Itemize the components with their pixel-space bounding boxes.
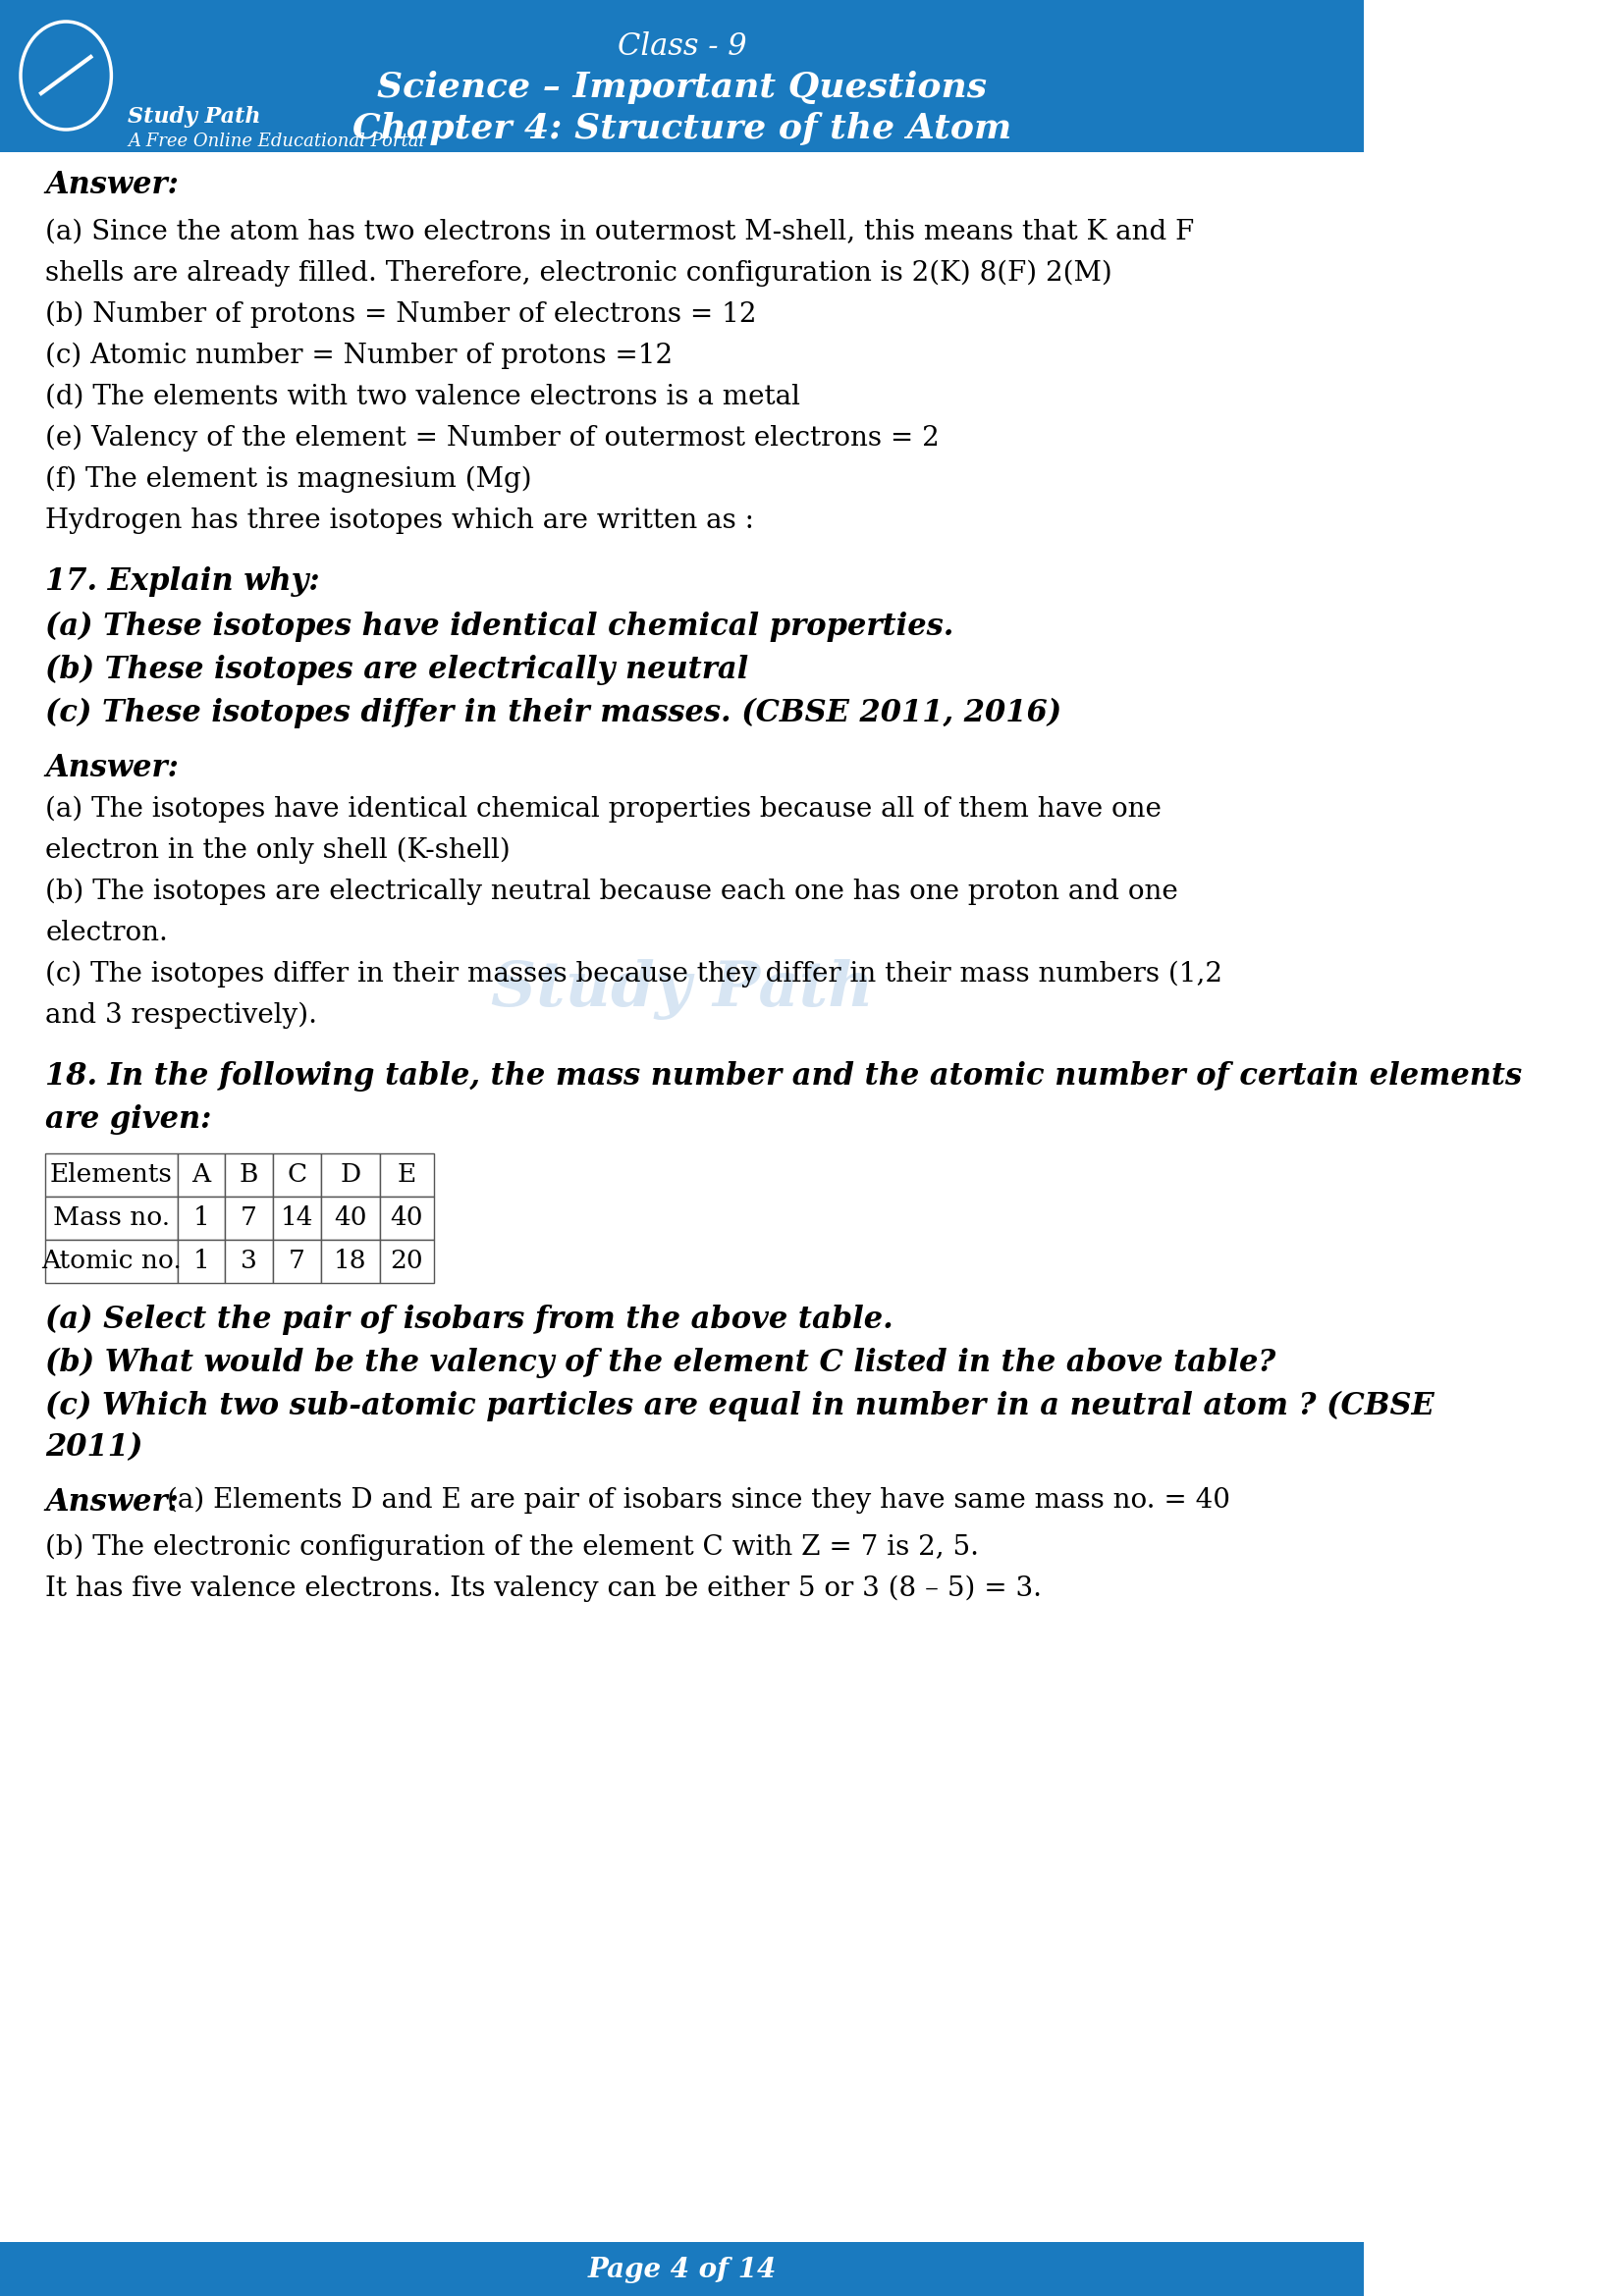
Bar [380,1196,434,1240]
Text: 40: 40 [390,1205,424,1231]
Text: Atomic no.: Atomic no. [41,1249,182,1274]
Bar [380,1153,434,1196]
Text: (a) Elements D and E are pair of isobars since they have same mass no. = 40: (a) Elements D and E are pair of isobars… [167,1488,1231,1513]
Text: (c) Which two sub-atomic particles are equal in number in a neutral atom ? (CBSE: (c) Which two sub-atomic particles are e… [45,1391,1434,1421]
Bar [226,1240,273,1283]
Bar [177,1153,226,1196]
Text: Class - 9: Class - 9 [617,32,747,62]
Text: Science – Important Questions: Science – Important Questions [377,71,987,103]
Text: Hydrogen has three isotopes which are written as :: Hydrogen has three isotopes which are wr… [45,507,754,535]
Text: electron in the only shell (K-shell): electron in the only shell (K-shell) [45,838,510,863]
Text: Mass no.: Mass no. [54,1205,171,1231]
Text: 7: 7 [289,1249,305,1274]
Bar [273,1240,322,1283]
Text: Answer:: Answer: [45,753,179,783]
Text: Answer:: Answer: [45,1488,179,1518]
Text: (c) Atomic number = Number of protons =12: (c) Atomic number = Number of protons =1… [45,342,672,370]
Bar [322,1153,380,1196]
Bar [45,1196,177,1240]
Text: A: A [192,1162,211,1187]
Text: (d) The elements with two valence electrons is a metal: (d) The elements with two valence electr… [45,383,801,411]
Text: shells are already filled. Therefore, electronic configuration is 2(K) 8(F) 2(M): shells are already filled. Therefore, el… [45,259,1112,287]
Text: and 3 respectively).: and 3 respectively). [45,1003,317,1029]
Bar [380,1240,434,1283]
FancyBboxPatch shape [0,0,1364,152]
Text: Study Path: Study Path [128,106,261,129]
Text: (a) The isotopes have identical chemical properties because all of them have one: (a) The isotopes have identical chemical… [45,797,1161,822]
Text: C: C [287,1162,307,1187]
Bar [226,1196,273,1240]
Text: (b) The electronic configuration of the element C with Z = 7 is 2, 5.: (b) The electronic configuration of the … [45,1534,979,1561]
Text: (b) These isotopes are electrically neutral: (b) These isotopes are electrically neut… [45,654,749,687]
Text: 1: 1 [193,1205,209,1231]
Text: 40: 40 [335,1205,367,1231]
Text: 3: 3 [240,1249,257,1274]
Text: E: E [398,1162,416,1187]
Text: 14: 14 [281,1205,313,1231]
Text: 17. Explain why:: 17. Explain why: [45,567,320,597]
Text: (f) The element is magnesium (Mg): (f) The element is magnesium (Mg) [45,466,533,494]
Text: Study Path: Study Path [490,960,874,1019]
Bar [322,1240,380,1283]
Bar [322,1196,380,1240]
Text: 20: 20 [390,1249,424,1274]
Bar [273,1153,322,1196]
Text: 18: 18 [335,1249,367,1274]
Text: A Free Online Educational Portal: A Free Online Educational Portal [128,133,424,149]
Bar [226,1153,273,1196]
Text: (a) Since the atom has two electrons in outermost M-shell, this means that K and: (a) Since the atom has two electrons in … [45,218,1194,246]
Text: 1: 1 [193,1249,209,1274]
Bar [177,1240,226,1283]
Text: (c) These isotopes differ in their masses. (CBSE 2011, 2016): (c) These isotopes differ in their masse… [45,698,1062,728]
Text: B: B [239,1162,258,1187]
Text: (a) These isotopes have identical chemical properties.: (a) These isotopes have identical chemic… [45,611,953,643]
Text: Page 4 of 14: Page 4 of 14 [588,2257,776,2282]
Text: D: D [339,1162,361,1187]
Bar [45,1153,177,1196]
Text: Answer:: Answer: [45,170,179,200]
FancyBboxPatch shape [0,152,1364,2241]
Text: are given:: are given: [45,1104,211,1134]
Text: (c) The isotopes differ in their masses because they differ in their mass number: (c) The isotopes differ in their masses … [45,962,1223,987]
Text: electron.: electron. [45,921,167,946]
Text: 7: 7 [240,1205,257,1231]
FancyBboxPatch shape [0,2241,1364,2296]
Text: (a) Select the pair of isobars from the above table.: (a) Select the pair of isobars from the … [45,1304,893,1336]
Bar [45,1240,177,1283]
Bar [177,1196,226,1240]
Text: 18. In the following table, the mass number and the atomic number of certain ele: 18. In the following table, the mass num… [45,1061,1522,1091]
Bar [273,1196,322,1240]
Text: Chapter 4: Structure of the Atom: Chapter 4: Structure of the Atom [352,113,1012,145]
Text: (b) Number of protons = Number of electrons = 12: (b) Number of protons = Number of electr… [45,301,757,328]
Text: It has five valence electrons. Its valency can be either 5 or 3 (8 – 5) = 3.: It has five valence electrons. Its valen… [45,1575,1043,1603]
Text: (b) What would be the valency of the element C listed in the above table?: (b) What would be the valency of the ele… [45,1348,1276,1378]
Text: 2011): 2011) [45,1433,143,1463]
Text: (e) Valency of the element = Number of outermost electrons = 2: (e) Valency of the element = Number of o… [45,425,940,452]
Text: (b) The isotopes are electrically neutral because each one has one proton and on: (b) The isotopes are electrically neutra… [45,879,1177,905]
Text: Elements: Elements [50,1162,172,1187]
